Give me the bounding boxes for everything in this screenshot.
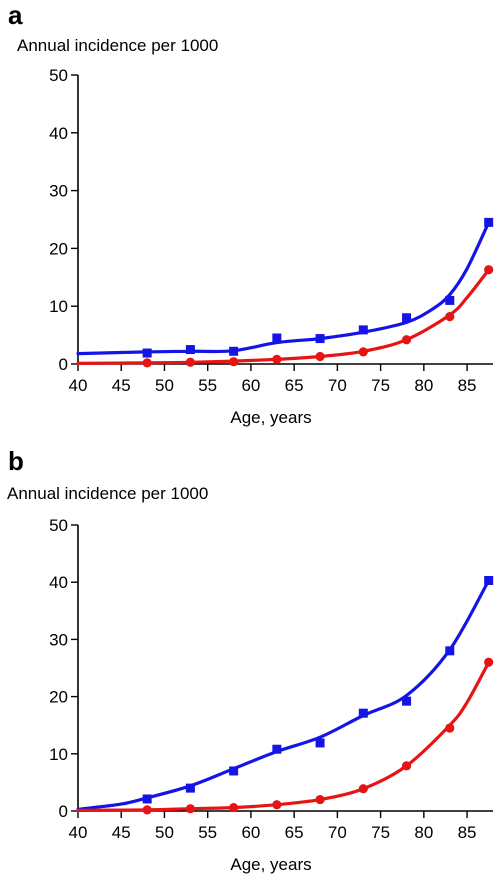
series-2-marker bbox=[272, 800, 281, 809]
x-tick-label: 75 bbox=[371, 823, 390, 842]
y-tick-label: 10 bbox=[49, 297, 68, 316]
x-tick-label: 80 bbox=[414, 823, 433, 842]
series-1-marker bbox=[316, 334, 325, 343]
series-2-marker bbox=[402, 335, 411, 344]
series-2-marker bbox=[143, 805, 152, 814]
series-1-marker bbox=[272, 745, 281, 754]
x-tick-label: 80 bbox=[414, 376, 433, 395]
series-1-marker bbox=[186, 345, 195, 354]
series-1-marker bbox=[143, 349, 152, 358]
y-tick-label: 30 bbox=[49, 182, 68, 201]
series-1-marker bbox=[272, 333, 281, 342]
series-1-marker bbox=[316, 738, 325, 747]
y-tick-label: 30 bbox=[49, 630, 68, 649]
series-1-marker bbox=[359, 325, 368, 334]
series-2-marker bbox=[402, 761, 411, 770]
x-tick-label: 55 bbox=[198, 823, 217, 842]
x-tick-label: 65 bbox=[285, 376, 304, 395]
series-1-marker bbox=[359, 709, 368, 718]
series-2-marker bbox=[445, 312, 454, 321]
series-2-marker bbox=[229, 357, 238, 366]
y-tick-label: 10 bbox=[49, 745, 68, 764]
x-tick-label: 40 bbox=[69, 823, 88, 842]
series-1-line bbox=[78, 581, 489, 810]
series-1-marker bbox=[402, 313, 411, 322]
series-1-marker bbox=[229, 766, 238, 775]
x-tick-label: 65 bbox=[285, 823, 304, 842]
x-tick-label: 45 bbox=[112, 823, 131, 842]
series-2-marker bbox=[484, 265, 493, 274]
y-tick-label: 50 bbox=[49, 66, 68, 85]
chart-panel-b: b Annual incidence per 1000 0 10 20 30 40 50 4… bbox=[0, 445, 497, 889]
series-1-marker bbox=[484, 576, 493, 585]
y-tick-label: 0 bbox=[59, 802, 68, 821]
series-2-marker bbox=[484, 658, 493, 667]
x-tick-label: 75 bbox=[371, 376, 390, 395]
series-2-marker bbox=[186, 358, 195, 367]
series-1-marker bbox=[186, 784, 195, 793]
x-tick-label: 85 bbox=[458, 376, 477, 395]
x-tick-label: 40 bbox=[69, 376, 88, 395]
series-2-marker bbox=[445, 723, 454, 732]
chart-b-plot: 0 10 20 30 40 50 40 45 50 55 60 65 70 75 80 85 Age, year… bbox=[0, 445, 497, 889]
x-tick-label: 55 bbox=[198, 376, 217, 395]
series-2-marker bbox=[359, 784, 368, 793]
y-tick-label: 50 bbox=[49, 516, 68, 535]
series-2-line bbox=[78, 270, 489, 364]
y-tick-label: 20 bbox=[49, 239, 68, 258]
series-1-marker bbox=[143, 794, 152, 803]
series-1-marker bbox=[402, 697, 411, 706]
series-1-line bbox=[78, 222, 489, 353]
chart-a-plot: 0 10 20 30 40 50 40 45 50 55 60 65 70 75 80 85 Age, year… bbox=[0, 0, 497, 440]
y-tick-label: 20 bbox=[49, 688, 68, 707]
y-tick-label: 40 bbox=[49, 573, 68, 592]
x-tick-label: 70 bbox=[328, 823, 347, 842]
x-tick-label: 60 bbox=[241, 823, 260, 842]
series-1-marker bbox=[484, 218, 493, 227]
series-2-marker bbox=[229, 803, 238, 812]
x-tick-label: 70 bbox=[328, 376, 347, 395]
series-2-marker bbox=[315, 795, 324, 804]
x-tick-label: 50 bbox=[155, 823, 174, 842]
x-tick-label: 50 bbox=[155, 376, 174, 395]
chart-panel-a: a Annual incidence per 1000 0 10 20 30 40 50 4… bbox=[0, 0, 497, 440]
x-tick-label: 85 bbox=[458, 823, 477, 842]
x-axis-label: Age, years bbox=[230, 855, 311, 874]
x-tick-label: 60 bbox=[241, 376, 260, 395]
x-tick-label: 45 bbox=[112, 376, 131, 395]
series-1-marker bbox=[445, 646, 454, 655]
series-1-marker bbox=[445, 296, 454, 305]
series-2-marker bbox=[143, 358, 152, 367]
y-tick-label: 0 bbox=[59, 355, 68, 374]
series-2-marker bbox=[272, 355, 281, 364]
y-tick-label: 40 bbox=[49, 124, 68, 143]
series-2-marker bbox=[359, 347, 368, 356]
series-2-line bbox=[78, 662, 489, 810]
series-2-marker bbox=[315, 352, 324, 361]
x-axis-label: Age, years bbox=[230, 408, 311, 427]
series-2-marker bbox=[186, 804, 195, 813]
series-1-marker bbox=[229, 347, 238, 356]
